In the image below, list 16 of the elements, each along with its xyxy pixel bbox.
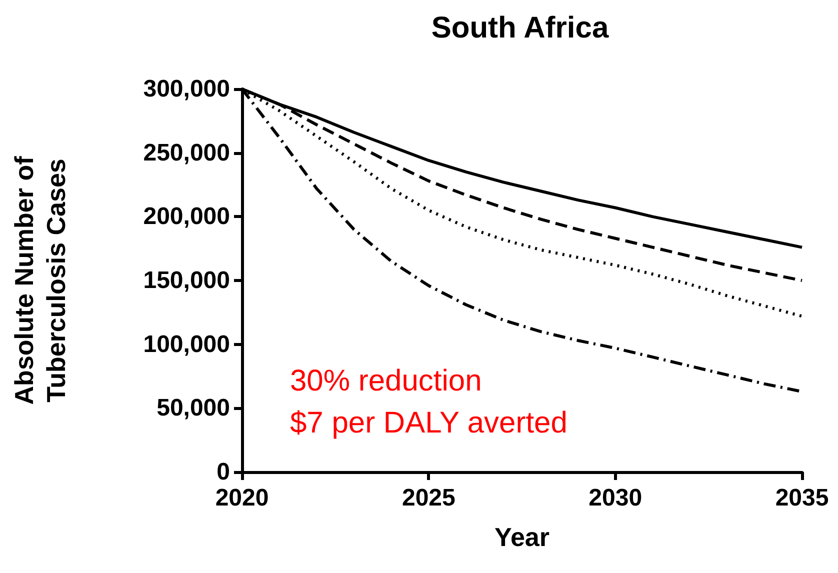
- annotation: 30% reduction: [290, 364, 482, 398]
- x-tick-label: 2025: [402, 484, 456, 512]
- x-tick-label: 2020: [215, 484, 269, 512]
- y-tick-label: 150,000: [143, 267, 230, 294]
- y-axis-title: Absolute Number of Tuberculosis Cases: [9, 156, 71, 405]
- y-tick-label: 250,000: [143, 139, 230, 166]
- y-tick-label: 200,000: [143, 203, 230, 230]
- y-tick-label: 50,000: [156, 394, 230, 422]
- annotation: $7 per DALY averted: [290, 406, 568, 440]
- chart-title: South Africa: [431, 12, 609, 44]
- x-axis-title: Year: [494, 522, 550, 552]
- y-tick-label: 0: [216, 458, 230, 486]
- y-tick-label: 300,000: [143, 76, 230, 102]
- x-tick-label: 2035: [775, 484, 829, 512]
- x-tick-label: 2030: [588, 484, 642, 512]
- y-tick-label: 100,000: [143, 330, 230, 358]
